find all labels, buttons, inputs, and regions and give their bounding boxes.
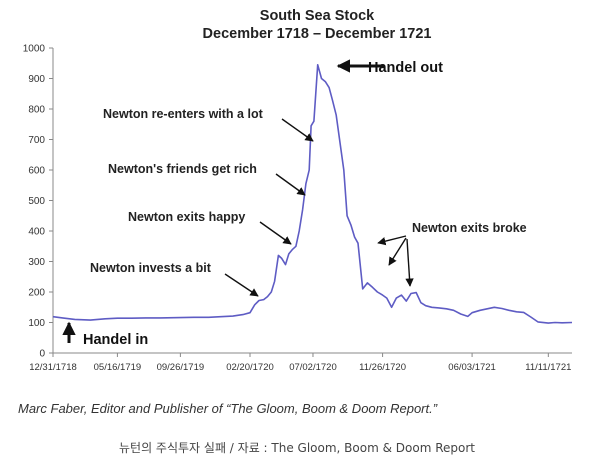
annotation-handel-out: Handel out (368, 60, 443, 76)
y-tick-label: 600 (28, 166, 45, 177)
y-tick-label: 700 (28, 135, 45, 146)
y-tick-label: 0 (39, 349, 45, 360)
x-tick-label: 12/31/1718 (29, 362, 77, 373)
annotation-newton-exits-broke: Newton exits broke (412, 221, 527, 235)
y-tick-label: 300 (28, 257, 45, 268)
arrow-newton-exits-broke-2 (388, 237, 407, 266)
arrow-newton-exits-broke-3 (405, 238, 414, 287)
x-tick-label: 09/26/1719 (157, 362, 205, 373)
arrow-newton-exits-broke-1 (377, 235, 407, 246)
annotation-newton-reenters: Newton re-enters with a lot (103, 107, 264, 121)
annotation-newton-exits-happy: Newton exits happy (128, 210, 245, 224)
arrow-newton-invests (224, 273, 259, 297)
annotation-newton-invests: Newton invests a bit (90, 261, 212, 275)
annotation-newton-friends: Newton's friends get rich (108, 162, 257, 176)
x-tick-label: 07/02/1720 (289, 362, 337, 373)
arrow-newton-exits-happy (259, 221, 292, 245)
source-credit: Marc Faber, Editor and Publisher of “The… (18, 401, 438, 416)
x-tick-label: 02/20/1720 (226, 362, 274, 373)
price-series-line (52, 64, 573, 324)
y-tick-label: 900 (28, 74, 45, 85)
arrow-newton-friends (275, 173, 306, 196)
x-tick-label: 06/03/1721 (448, 362, 496, 373)
chart-subtitle: December 1718 – December 1721 (203, 26, 432, 42)
y-tick-label: 500 (28, 196, 45, 207)
y-tick-label: 200 (28, 288, 45, 299)
y-axis: 0 100 200 300 400 500 600 700 800 900 1000 (23, 44, 53, 360)
x-tick-label: 11/26/1720 (359, 362, 406, 373)
x-tick-label: 05/16/1719 (94, 362, 142, 373)
y-tick-label: 100 (28, 318, 45, 329)
y-tick-label: 400 (28, 227, 45, 238)
x-tick-label: 11/11/1721 (525, 362, 571, 373)
chart-title: South Sea Stock (260, 8, 375, 24)
x-axis: 12/31/1718 05/16/1719 09/26/1719 02/20/1720… (29, 353, 571, 373)
y-tick-label: 800 (28, 105, 45, 116)
y-tick-label: 1000 (23, 44, 46, 55)
image-caption: 뉴턴의 주식투자 실패 / 자료 : The Gloom, Boom & Doo… (119, 441, 475, 455)
annotation-handel-in: Handel in (83, 332, 148, 348)
arrow-newton-reenters (281, 118, 314, 142)
